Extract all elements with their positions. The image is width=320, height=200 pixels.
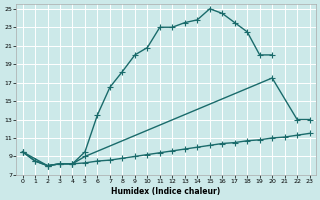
X-axis label: Humidex (Indice chaleur): Humidex (Indice chaleur) bbox=[111, 187, 221, 196]
